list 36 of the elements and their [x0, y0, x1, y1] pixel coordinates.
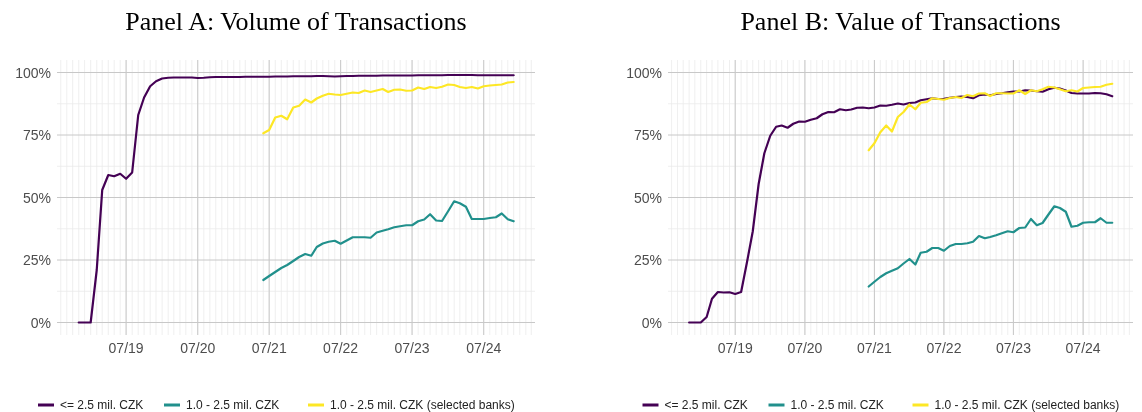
y-tick-label: 75%	[633, 127, 662, 143]
x-tick-label: 07/20	[180, 340, 216, 356]
x-tick-label: 07/23	[394, 340, 430, 356]
y-tick-label: 0%	[30, 314, 51, 331]
x-tick-label: 07/24	[466, 340, 502, 356]
x-tick-label: 07/22	[323, 340, 359, 356]
x-tick-label: 07/19	[717, 340, 753, 356]
y-tick-label: 75%	[22, 127, 51, 143]
line-series	[77, 73, 515, 324]
y-tick-label: 25%	[22, 252, 51, 268]
y-tick-label: 100%	[15, 64, 51, 81]
y-tick-label: 25%	[633, 252, 662, 268]
y-tick-label: 50%	[22, 189, 51, 206]
legend-label: 1.0 - 2.5 mil. CZK (selected banks)	[330, 398, 515, 412]
line-series	[867, 205, 1114, 288]
x-tick-label: 07/24	[1065, 340, 1101, 356]
y-tick-label: 100%	[626, 64, 662, 81]
legend-label: <= 2.5 mil. CZK	[664, 398, 748, 412]
x-tick-label: 07/23	[995, 340, 1032, 356]
chart-title: Panel B: Value of Transactions	[740, 7, 1061, 36]
legend-label: <= 2.5 mil. CZK	[60, 398, 144, 412]
legend-label: 1.0 - 2.5 mil. CZK	[186, 398, 280, 412]
x-tick-label: 07/19	[108, 340, 144, 356]
x-tick-label: 07/21	[856, 340, 893, 356]
legend-label: 1.0 - 2.5 mil. CZK	[790, 398, 884, 412]
line-series	[688, 86, 1114, 324]
line-series	[262, 80, 515, 135]
legend-label: 1.0 - 2.5 mil. CZK (selected banks)	[934, 398, 1120, 412]
x-tick-label: 07/20	[787, 340, 823, 356]
line-series	[262, 200, 515, 282]
x-tick-label: 07/22	[926, 340, 962, 356]
x-tick-label: 07/21	[251, 340, 287, 356]
y-tick-label: 0%	[641, 314, 662, 331]
chart-title: Panel A: Volume of Transactions	[125, 7, 467, 36]
y-tick-label: 50%	[633, 189, 662, 206]
line-series	[867, 82, 1114, 152]
